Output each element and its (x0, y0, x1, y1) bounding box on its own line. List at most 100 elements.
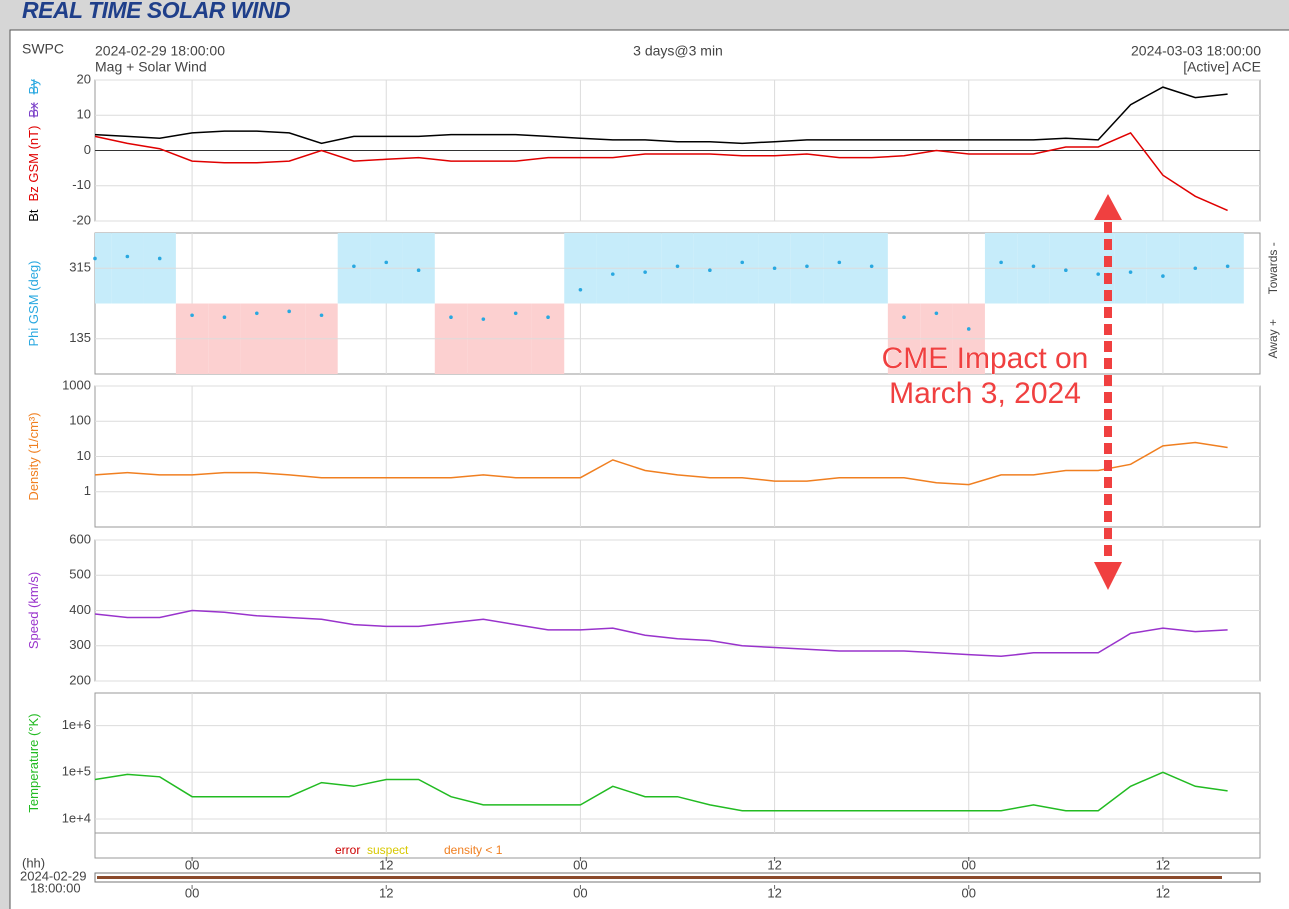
arrow-head (1094, 194, 1122, 220)
data-point (708, 268, 712, 273)
data-point (643, 270, 647, 274)
data-point (869, 264, 874, 269)
product: Mag + Solar Wind (95, 59, 207, 75)
y-tick-label: -20 (72, 212, 91, 227)
x-tick-label: 12 (379, 857, 393, 872)
cme-arrow (1094, 194, 1122, 590)
y-tick-label: 100 (69, 413, 91, 428)
x-tick-label: 12 (767, 857, 781, 872)
status: [Active] ACE (1183, 59, 1261, 75)
data-point (675, 264, 680, 269)
data-point (513, 311, 518, 316)
x-tick-label: 12 (379, 885, 393, 900)
y-label-part: Density (1/cm³) (26, 412, 41, 500)
x-tick-label: 12 (1156, 885, 1170, 900)
y-tick-label: 1000 (62, 377, 91, 392)
y-label-part: Bz GSM (nT) (26, 126, 41, 202)
y-tick-label: 20 (77, 71, 91, 86)
y-tick-label: 10 (77, 448, 91, 463)
x-tick-label: 00 (962, 857, 976, 872)
y-tick-label: 0 (84, 142, 91, 157)
data-point (546, 315, 550, 320)
x-tick-label: 12 (767, 885, 781, 900)
data-point (93, 256, 97, 261)
y-tick-label: 600 (69, 531, 91, 546)
data-point (222, 315, 227, 320)
x-tick-label: 12 (1156, 857, 1170, 872)
sector-label: Towards - (1266, 242, 1280, 294)
start-date: 2024-02-29 (20, 868, 87, 883)
y-label-part: Speed (km/s) (26, 572, 41, 649)
annotation: CME Impact on (882, 342, 1089, 375)
panel-frame (9, 29, 1289, 909)
arrow-head (1094, 562, 1122, 590)
data-point (481, 317, 486, 321)
y-tick-label: 1e+4 (62, 810, 91, 825)
page-title: REAL TIME SOLAR WIND (22, 0, 290, 23)
y-tick-label: 300 (69, 637, 91, 652)
data-point (1161, 274, 1165, 278)
end-time: 2024-03-03 18:00:00 (1131, 43, 1261, 59)
data-point (610, 272, 615, 276)
data-line (94, 771, 1228, 812)
data-line (94, 609, 1228, 658)
y-axis-label: Speed (km/s) (26, 572, 41, 649)
data-point (287, 309, 291, 314)
y-tick-label: 200 (69, 672, 91, 687)
source: SWPC (22, 41, 64, 57)
data-line (94, 441, 1228, 486)
panel: 200 300 400 500 600 Speed (km/s) (26, 531, 1260, 687)
panel: 1e+4 1e+5 1e+6 Temperature (°K) (26, 713, 1260, 825)
y-tick-label: -10 (72, 177, 91, 192)
annotation: March 3, 2024 (889, 377, 1081, 410)
data-point (966, 327, 971, 331)
y-tick-label: 1 (84, 483, 91, 498)
sector-label: Away + (1266, 319, 1280, 358)
panel: 135 315 Phi GSM (deg) Towards - Away + (26, 233, 1280, 374)
y-tick-label: 500 (69, 567, 91, 582)
data-point (934, 311, 939, 316)
y-label-part: Bx (26, 102, 41, 118)
y-axis-label: Temperature (°K) (26, 713, 41, 812)
data-line (94, 131, 1228, 212)
data-point (902, 315, 906, 320)
data-point (384, 260, 389, 265)
flag-label: error (335, 843, 360, 857)
y-tick-label: 315 (69, 260, 91, 275)
data-point (1064, 268, 1068, 273)
span: 3 days@3 min (633, 43, 723, 59)
data-point (449, 315, 453, 320)
x-tick-label: 00 (573, 857, 587, 872)
plot-frame (94, 832, 1261, 859)
data-point (805, 264, 809, 269)
y-tick-label: 135 (69, 330, 91, 345)
x-tick-label: 00 (185, 857, 199, 872)
data-point (999, 260, 1003, 265)
y-label-part: Temperature (°K) (26, 713, 41, 812)
data-point (1225, 264, 1230, 269)
y-tick-label: 10 (77, 107, 91, 122)
x-tick-label: 00 (962, 885, 976, 900)
flag-label: suspect (367, 843, 409, 857)
y-axis-label: Phi GSM (deg) (26, 261, 41, 347)
data-point (837, 260, 842, 265)
y-tick-label: 1e+6 (62, 717, 91, 732)
data-point (1128, 270, 1133, 274)
y-label-part: Phi GSM (deg) (26, 261, 41, 347)
x-tick-label: 00 (573, 885, 587, 900)
y-tick-label: 400 (69, 602, 91, 617)
flag-label: density < 1 (444, 843, 503, 857)
start-clock: 18:00:00 (30, 880, 81, 895)
data-point (416, 268, 421, 273)
data-point (1096, 272, 1100, 276)
panel: -20 -10 0 10 20 Bt Bz GSM (nT) Bx By (26, 71, 1260, 227)
panel: 1 10 100 1000 Density (1/cm³) (26, 377, 1260, 501)
y-label-part: By (26, 79, 41, 95)
data-point (190, 313, 194, 318)
y-axis-label: Bt Bz GSM (nT) Bx By (26, 79, 41, 222)
y-tick-label: 1e+5 (62, 764, 91, 779)
data-point (772, 266, 777, 271)
time-unit: (hh) (22, 855, 45, 870)
data-point (740, 260, 745, 265)
